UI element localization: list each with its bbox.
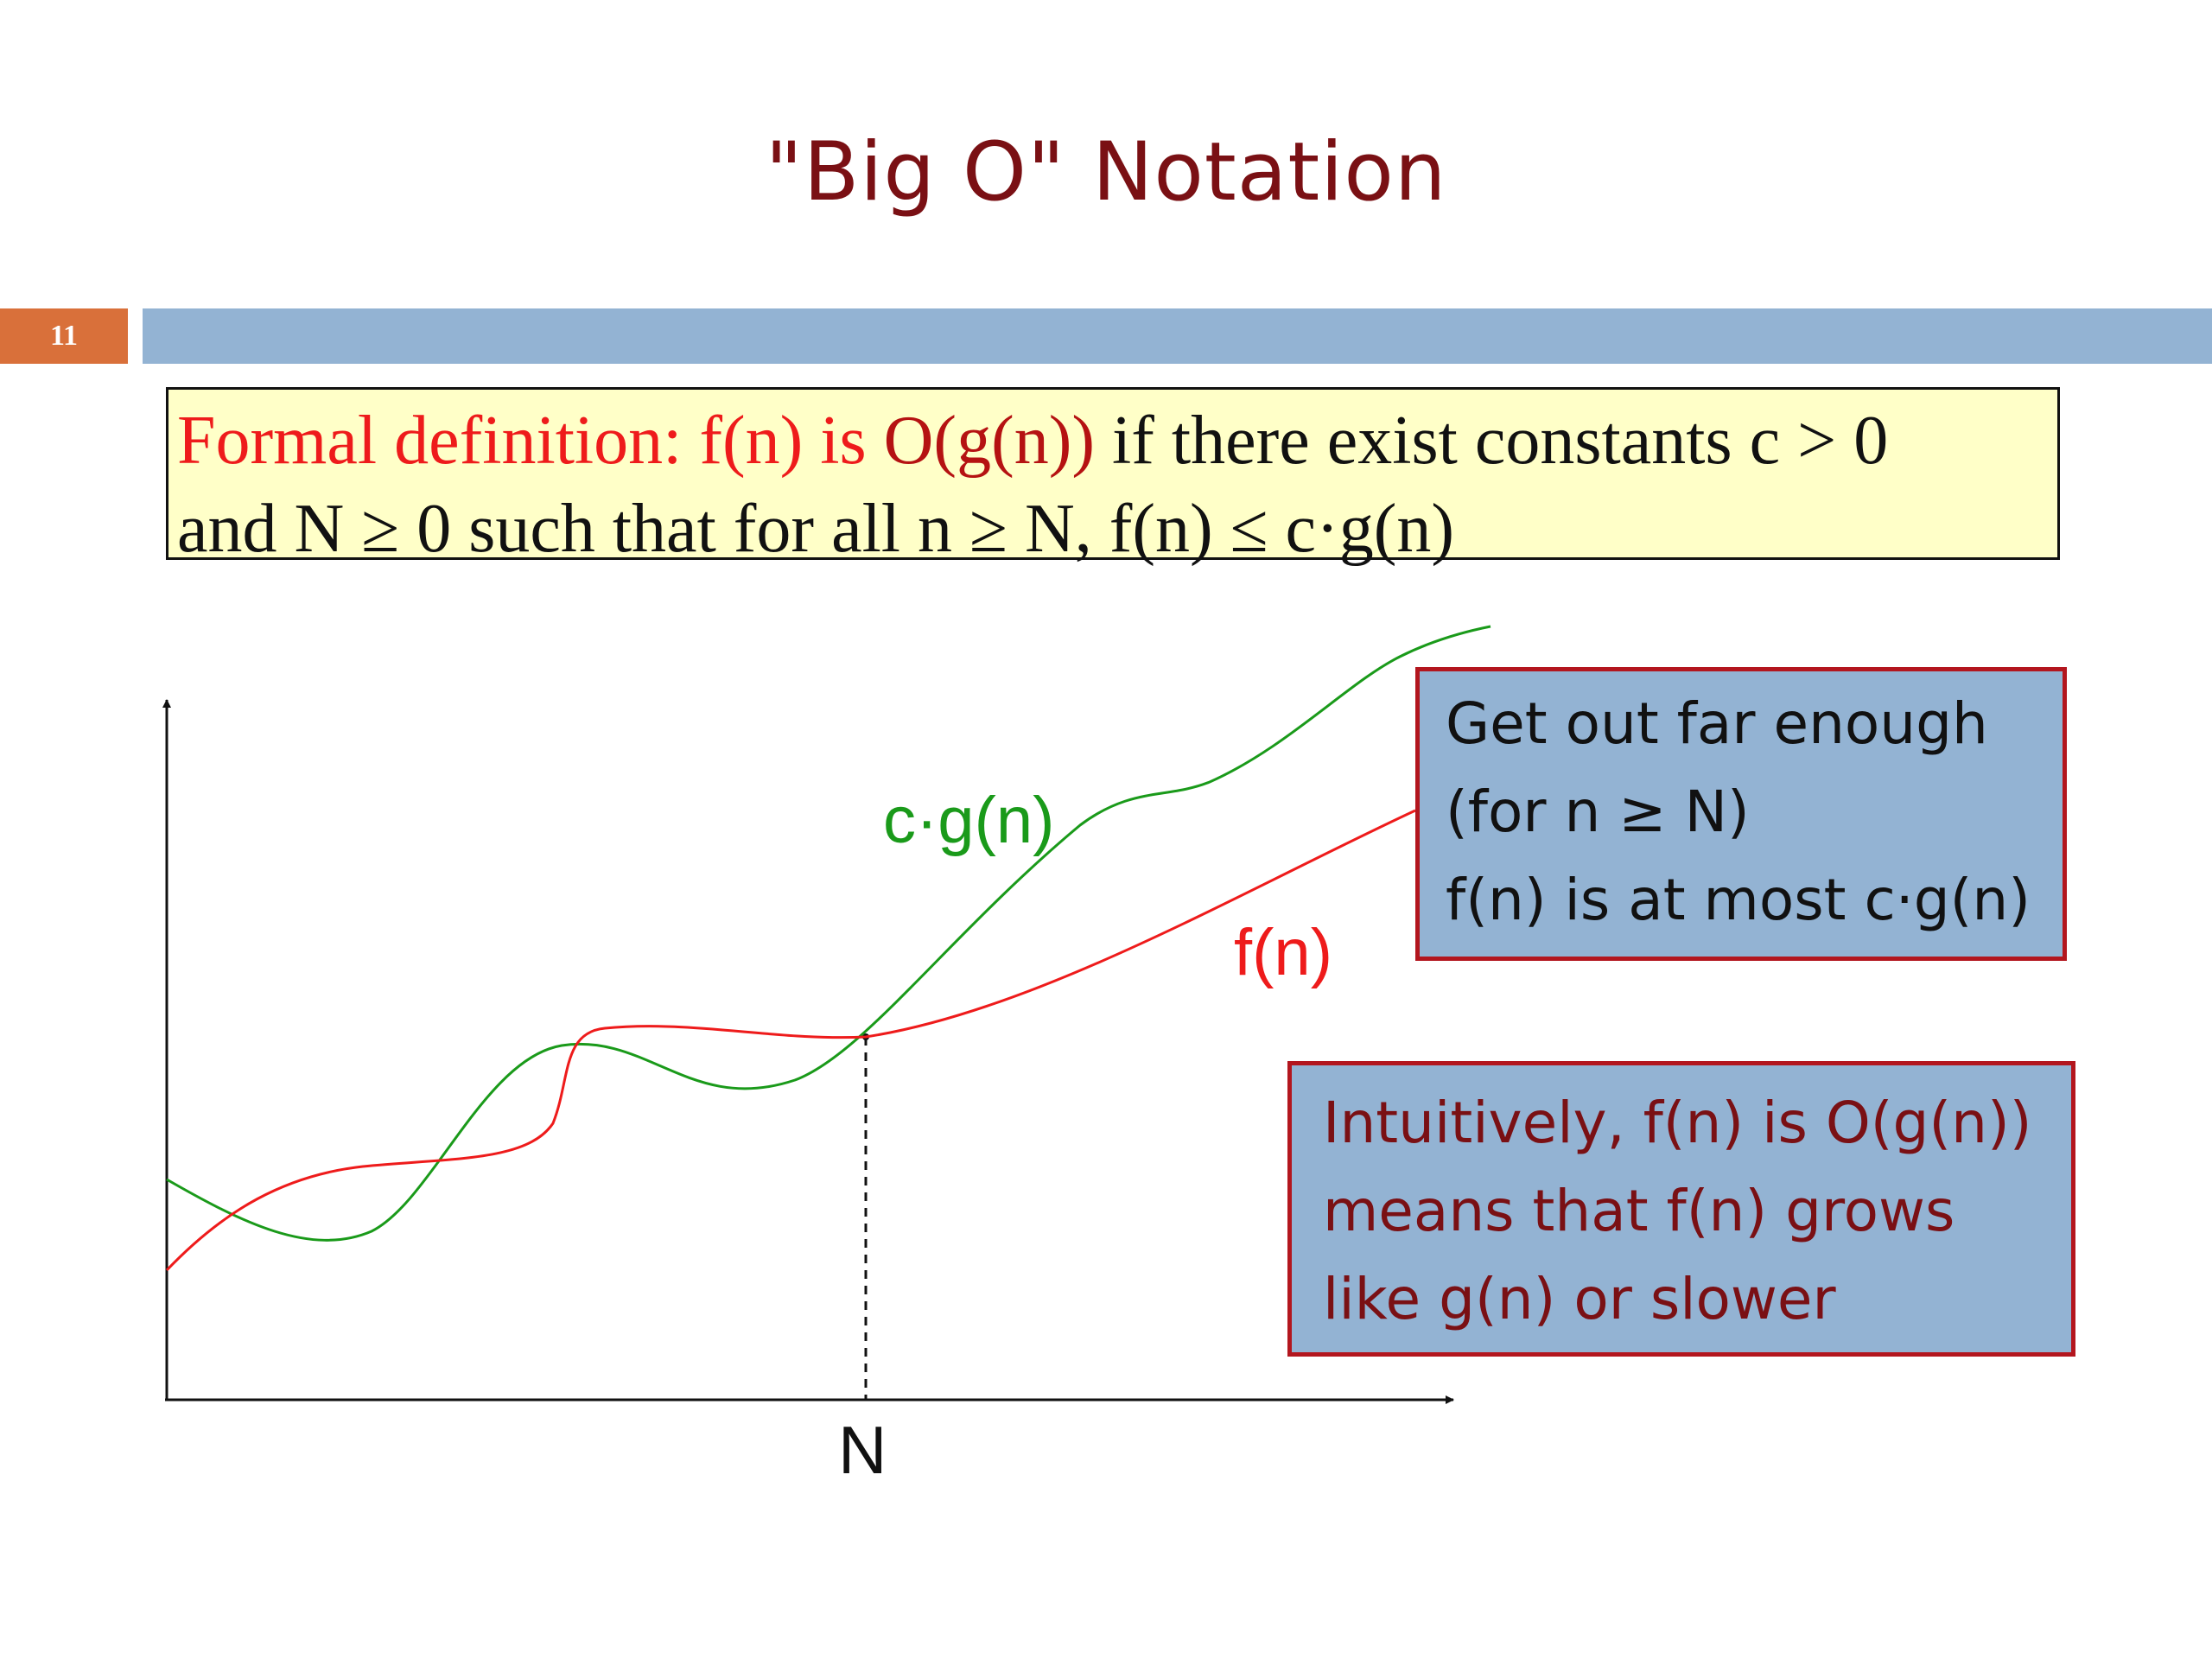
callout-far-enough-line3: f(n) is at most c·g(n)	[1446, 867, 2031, 933]
definition-box: Formal definition: f(n) is O(g(n)) if th…	[166, 387, 2060, 567]
callout-intuitively-line2: means that f(n) grows	[1323, 1178, 1955, 1244]
definition-text-2: and N ≥ 0 such that for all n ≥ N, f(n) …	[177, 491, 1454, 567]
cg-curve-label: c·g(n)	[883, 784, 1054, 857]
x-marker-label: N	[838, 1412, 887, 1488]
definition-text-1: if there exist constants c > 0	[1095, 403, 1889, 479]
callout-far-enough-line1: Get out far enough	[1446, 690, 1988, 757]
f-curve	[165, 809, 1416, 1272]
definition-f-is: f(n) is	[699, 403, 884, 479]
callout-intuitively-line3: like g(n) or slower	[1323, 1266, 1836, 1332]
callout-intuitively-line1: Intuitively, f(n) is O(g(n))	[1323, 1090, 2032, 1156]
definition-label: Formal definition:	[177, 403, 700, 479]
callout-far-enough-line2: (for n ≥ N)	[1446, 779, 1750, 845]
slide-title: "Big O" Notation	[765, 125, 1447, 219]
slide-number: 11	[0, 308, 128, 364]
definition-o-gn: O(g(n))	[883, 403, 1095, 479]
callout-far-enough: Get out far enough (for n ≥ N) f(n) is a…	[1415, 667, 2067, 961]
cg-curve	[166, 625, 1491, 1242]
header-bar	[143, 308, 2212, 364]
callout-intuitively: Intuitively, f(n) is O(g(n)) means that …	[1287, 1061, 2075, 1357]
f-curve-label: f(n)	[1234, 916, 1332, 989]
